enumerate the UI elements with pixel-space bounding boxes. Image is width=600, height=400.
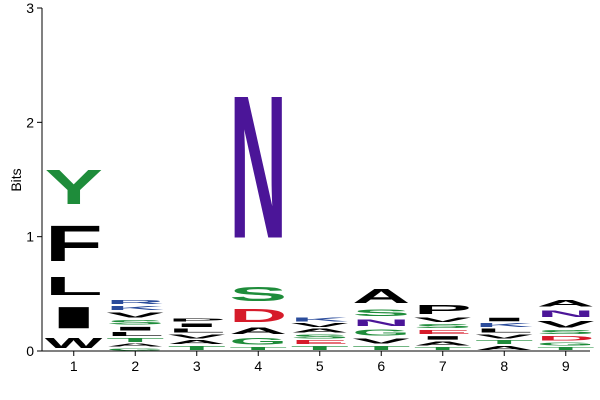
logo-letter: I [45,301,103,335]
y-tick-label: 3 [26,0,34,16]
logo-letter: I [168,322,226,328]
logo-letter: A [414,341,472,347]
axes [41,8,590,352]
logo-letter: D [537,335,595,342]
logo-letter: T [168,345,226,351]
x-tick-label: 5 [316,358,324,374]
y-ticks: 0 1 2 3 [26,0,42,359]
x-tick-label: 6 [377,358,385,374]
logo-letter: T [106,337,164,343]
logo-letter: S [414,324,472,330]
x-tick-label: 9 [562,358,570,374]
logo-letter: W [45,335,103,351]
logo-letter: P [414,302,472,317]
logo-letter: G [352,328,410,337]
logo-letter: A [352,285,410,308]
x-ticks: 1 2 3 4 5 6 7 8 9 [70,351,570,374]
y-tick-label: 0 [26,343,34,359]
logo-letter: V [414,317,472,324]
y-tick-label: 1 [26,229,34,245]
logo-letter: T [475,340,533,346]
logo-letter: V [106,311,164,319]
logo-letter: I [475,317,533,323]
x-tick-label: 2 [131,358,139,374]
logo-letter: K [475,322,533,328]
logo-letter: V [352,337,410,345]
logo-letter: T [414,346,472,351]
logo-letter: V [291,322,349,328]
logo-letter: V [537,319,595,329]
logo-letter: I [106,326,164,332]
logo-letter: G [229,336,287,346]
logo-letter: S [537,329,595,335]
logo-letter: A [106,343,164,348]
logo-letter: T [352,345,410,351]
logo-letter: T [291,345,349,351]
logo-letter: L [106,332,164,338]
logo-letter: T [229,346,287,351]
logo-letter: L [45,272,103,301]
x-tick-label: 4 [254,358,262,374]
logo-letter: N [537,309,595,319]
logo-letter: G [106,348,164,351]
logo-letter: K [106,305,164,311]
logo-letter: S [352,308,410,318]
logo-letter: S [229,283,287,306]
x-tick-label: 7 [439,358,447,374]
logo-letter: P [168,318,226,323]
logo-letter: A [475,345,533,351]
logo-letter: E [414,329,472,335]
x-tick-label: 8 [500,358,508,374]
logo-letter: L [168,328,226,334]
logo-letter: V [475,334,533,340]
y-tick-label: 2 [26,114,34,130]
logo-letter: V [168,334,226,340]
logo-letter: K [291,317,349,323]
logo-letter: A [168,340,226,346]
logo-letter: D [229,305,287,326]
logo-letter: L [475,328,533,334]
logo-letter: S [106,319,164,326]
letter-stacks: WILFYGATLISVKRTAVLIPTGADSNTESAVKTVGNSATA… [45,53,595,351]
logo-letter: S [291,334,349,340]
logo-letter: A [229,326,287,336]
logo-letter: T [537,346,595,351]
logo-letter: N [229,53,287,281]
logo-letter: I [414,335,472,341]
y-axis-label: Bits [8,168,24,191]
logo-letter: N [352,318,410,328]
logo-letter: R [106,300,164,306]
logo-letter: F [45,215,103,272]
logo-letter: Y [45,160,103,215]
logo-letter: E [291,340,349,346]
x-tick-label: 3 [193,358,201,374]
logo-letter: G [537,342,595,347]
x-tick-label: 1 [70,358,78,374]
logo-letter: A [537,298,595,308]
logo-letter: A [291,328,349,334]
